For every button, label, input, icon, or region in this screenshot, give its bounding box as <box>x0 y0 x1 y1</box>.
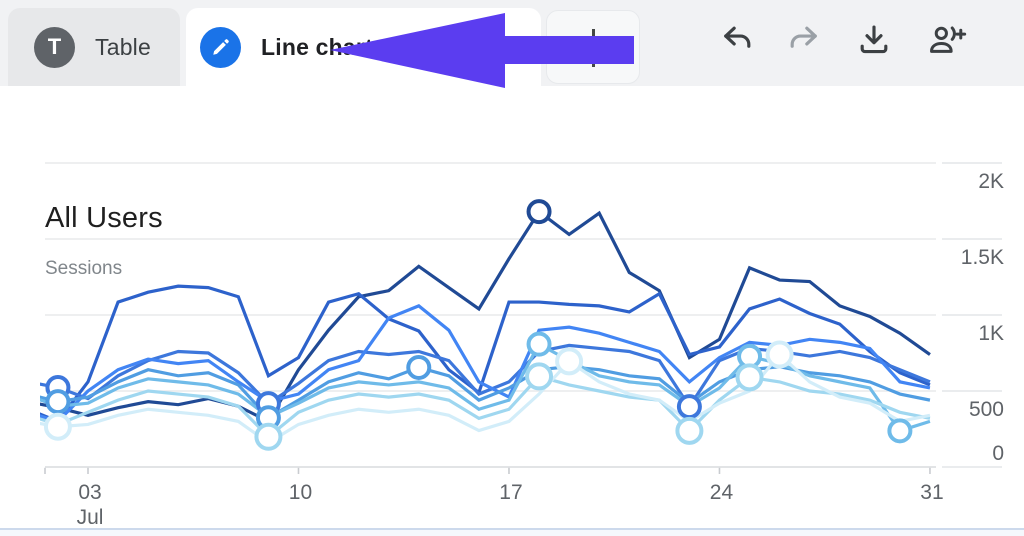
series-lines <box>40 209 931 445</box>
partial-circle-icon[interactable] <box>1012 22 1024 58</box>
data-point-marker[interactable] <box>525 362 554 391</box>
series-line-s3 <box>40 343 931 410</box>
data-point-marker[interactable] <box>526 331 552 357</box>
tab-table-label: Table <box>95 33 151 60</box>
x-axis-label: 03 <box>78 481 101 504</box>
data-point-marker[interactable] <box>43 412 72 441</box>
next-section-edge <box>0 530 1024 536</box>
x-axis-label: 17 <box>499 481 522 504</box>
x-axis-label: 31 <box>920 481 943 504</box>
chart-title: All Users <box>45 202 163 234</box>
y-axis-label: 1.5K <box>961 246 1004 269</box>
data-point-marker[interactable] <box>735 363 764 392</box>
download-button[interactable] <box>856 22 892 58</box>
data-point-marker[interactable] <box>765 340 794 369</box>
data-point-marker[interactable] <box>406 354 432 380</box>
table-badge-icon: T <box>34 26 75 68</box>
data-point-marker[interactable] <box>45 389 71 415</box>
person-add-button[interactable] <box>928 22 968 58</box>
redo-button[interactable] <box>786 22 822 58</box>
data-point-marker[interactable] <box>887 418 913 444</box>
x-axis-label: 10 <box>289 481 312 504</box>
y-axis-label: 500 <box>969 398 1004 421</box>
series-line-s1 <box>40 209 931 424</box>
undo-button[interactable] <box>719 22 755 58</box>
tab-table[interactable]: T Table <box>8 8 180 86</box>
x-axis-month-label: Jul <box>77 506 104 529</box>
data-point-marker[interactable] <box>676 394 702 420</box>
bottom-divider <box>0 528 1024 530</box>
y-axis-label: 0 <box>992 442 1004 465</box>
data-point-marker[interactable] <box>526 199 552 225</box>
gridlines <box>44 162 1002 474</box>
y-axis-label: 1K <box>978 322 1004 345</box>
pencil-icon <box>200 26 241 68</box>
tab-bar: T Table Line chart <box>0 0 1024 86</box>
series-line-s7 <box>40 374 931 439</box>
data-point-markers <box>43 199 913 451</box>
tab-line-chart[interactable]: Line chart <box>186 8 541 86</box>
metric-label: Sessions <box>45 258 123 279</box>
tab-line-chart-label: Line chart <box>261 33 373 60</box>
data-point-marker[interactable] <box>555 347 584 376</box>
x-axis-label: 24 <box>710 481 734 504</box>
table-badge-letter: T <box>47 34 62 59</box>
data-point-marker[interactable] <box>254 422 283 451</box>
chart-card: 2K 1.5K 1K 500 0 03 Jul 10 17 24 31 All Users Sess… <box>0 86 1024 536</box>
data-point-marker[interactable] <box>675 416 704 445</box>
y-axis-label: 2K <box>978 170 1004 193</box>
add-tab-button[interactable] <box>546 10 640 84</box>
